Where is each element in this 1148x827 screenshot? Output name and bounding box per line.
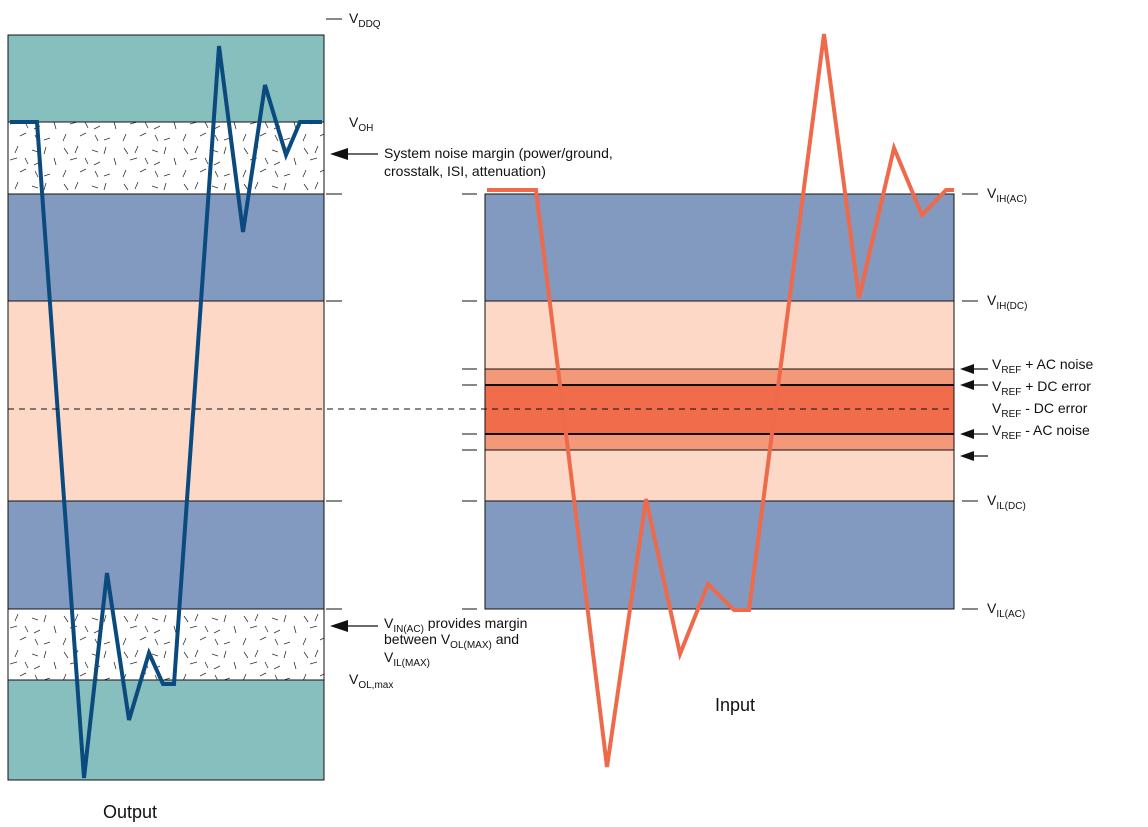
noise-margin-arrow-icon — [330, 148, 378, 160]
label-voh: VOH — [349, 114, 373, 134]
label-vih-dc: VIH(DC) — [987, 292, 1027, 312]
input-dc-error-lines — [485, 384, 954, 435]
input-band-lines — [485, 300, 954, 502]
label-vref-ac-minus: VREF - AC noise — [992, 422, 1090, 442]
input-right-ticks — [962, 193, 978, 610]
label-vil-dc: VIL(DC) — [987, 492, 1026, 512]
input-panel: VIH(AC) VIH(DC) VIL(DC) VIL(AC) VREF + A… — [462, 33, 1094, 768]
output-frame — [7, 34, 325, 781]
caption-output: Output — [103, 802, 157, 822]
label-vref-ac-plus: VREF + AC noise — [992, 356, 1094, 376]
output-band-high — [8, 194, 324, 301]
input-band-ac-noise-lower — [485, 434, 954, 450]
input-band-lower-transition — [485, 450, 954, 501]
output-band-noise-margin-bottom — [8, 609, 324, 680]
output-band-vddq-region — [8, 35, 324, 122]
noise-margin-note-line1: System noise margin (power/ground, — [384, 145, 613, 161]
label-vil-ac: VIL(AC) — [987, 600, 1025, 620]
vref-ac-minus-arrow-icon — [960, 451, 988, 461]
label-vol-max: VOL,max — [349, 671, 393, 691]
label-vih-ac: VIH(AC) — [987, 185, 1027, 205]
input-band-low — [485, 501, 954, 609]
vref-dc-minus-arrow-icon — [960, 429, 988, 439]
vref-dc-plus-arrow-icon — [960, 380, 988, 390]
input-band-upper-transition — [485, 301, 954, 369]
input-band-high — [485, 194, 954, 301]
caption-input: Input — [715, 695, 755, 715]
output-band-ground-region — [8, 680, 324, 780]
output-band-low — [8, 501, 324, 609]
output-waveform — [10, 45, 322, 779]
output-ticks — [326, 18, 342, 610]
vref-ac-plus-arrow-icon — [960, 364, 988, 374]
vin-margin-arrow-icon — [330, 620, 378, 632]
input-band-dc-error — [485, 385, 954, 434]
output-band-noise-margin-top — [8, 122, 324, 194]
output-band-lines — [8, 121, 324, 681]
noise-margin-note-line2: crosstalk, ISI, attenuation) — [384, 163, 546, 179]
vin-margin-note-line1: VIN(AC) provides margin — [384, 615, 527, 635]
input-waveform — [487, 33, 954, 768]
input-band-ac-noise-upper — [485, 369, 954, 385]
label-vddq: VDDQ — [349, 10, 381, 30]
label-vref-dc-plus: VREF + DC error — [992, 378, 1091, 398]
vin-margin-note-line3: VIL(MAX) — [384, 649, 430, 669]
input-left-ticks — [462, 193, 477, 610]
label-vref-dc-minus: VREF - DC error — [992, 400, 1088, 420]
input-frame — [484, 193, 955, 610]
output-panel: VDDQ VOH VOL,max System noise margin (po… — [7, 10, 613, 781]
vin-margin-note-line2: between VOL(MAX) and — [384, 631, 519, 651]
